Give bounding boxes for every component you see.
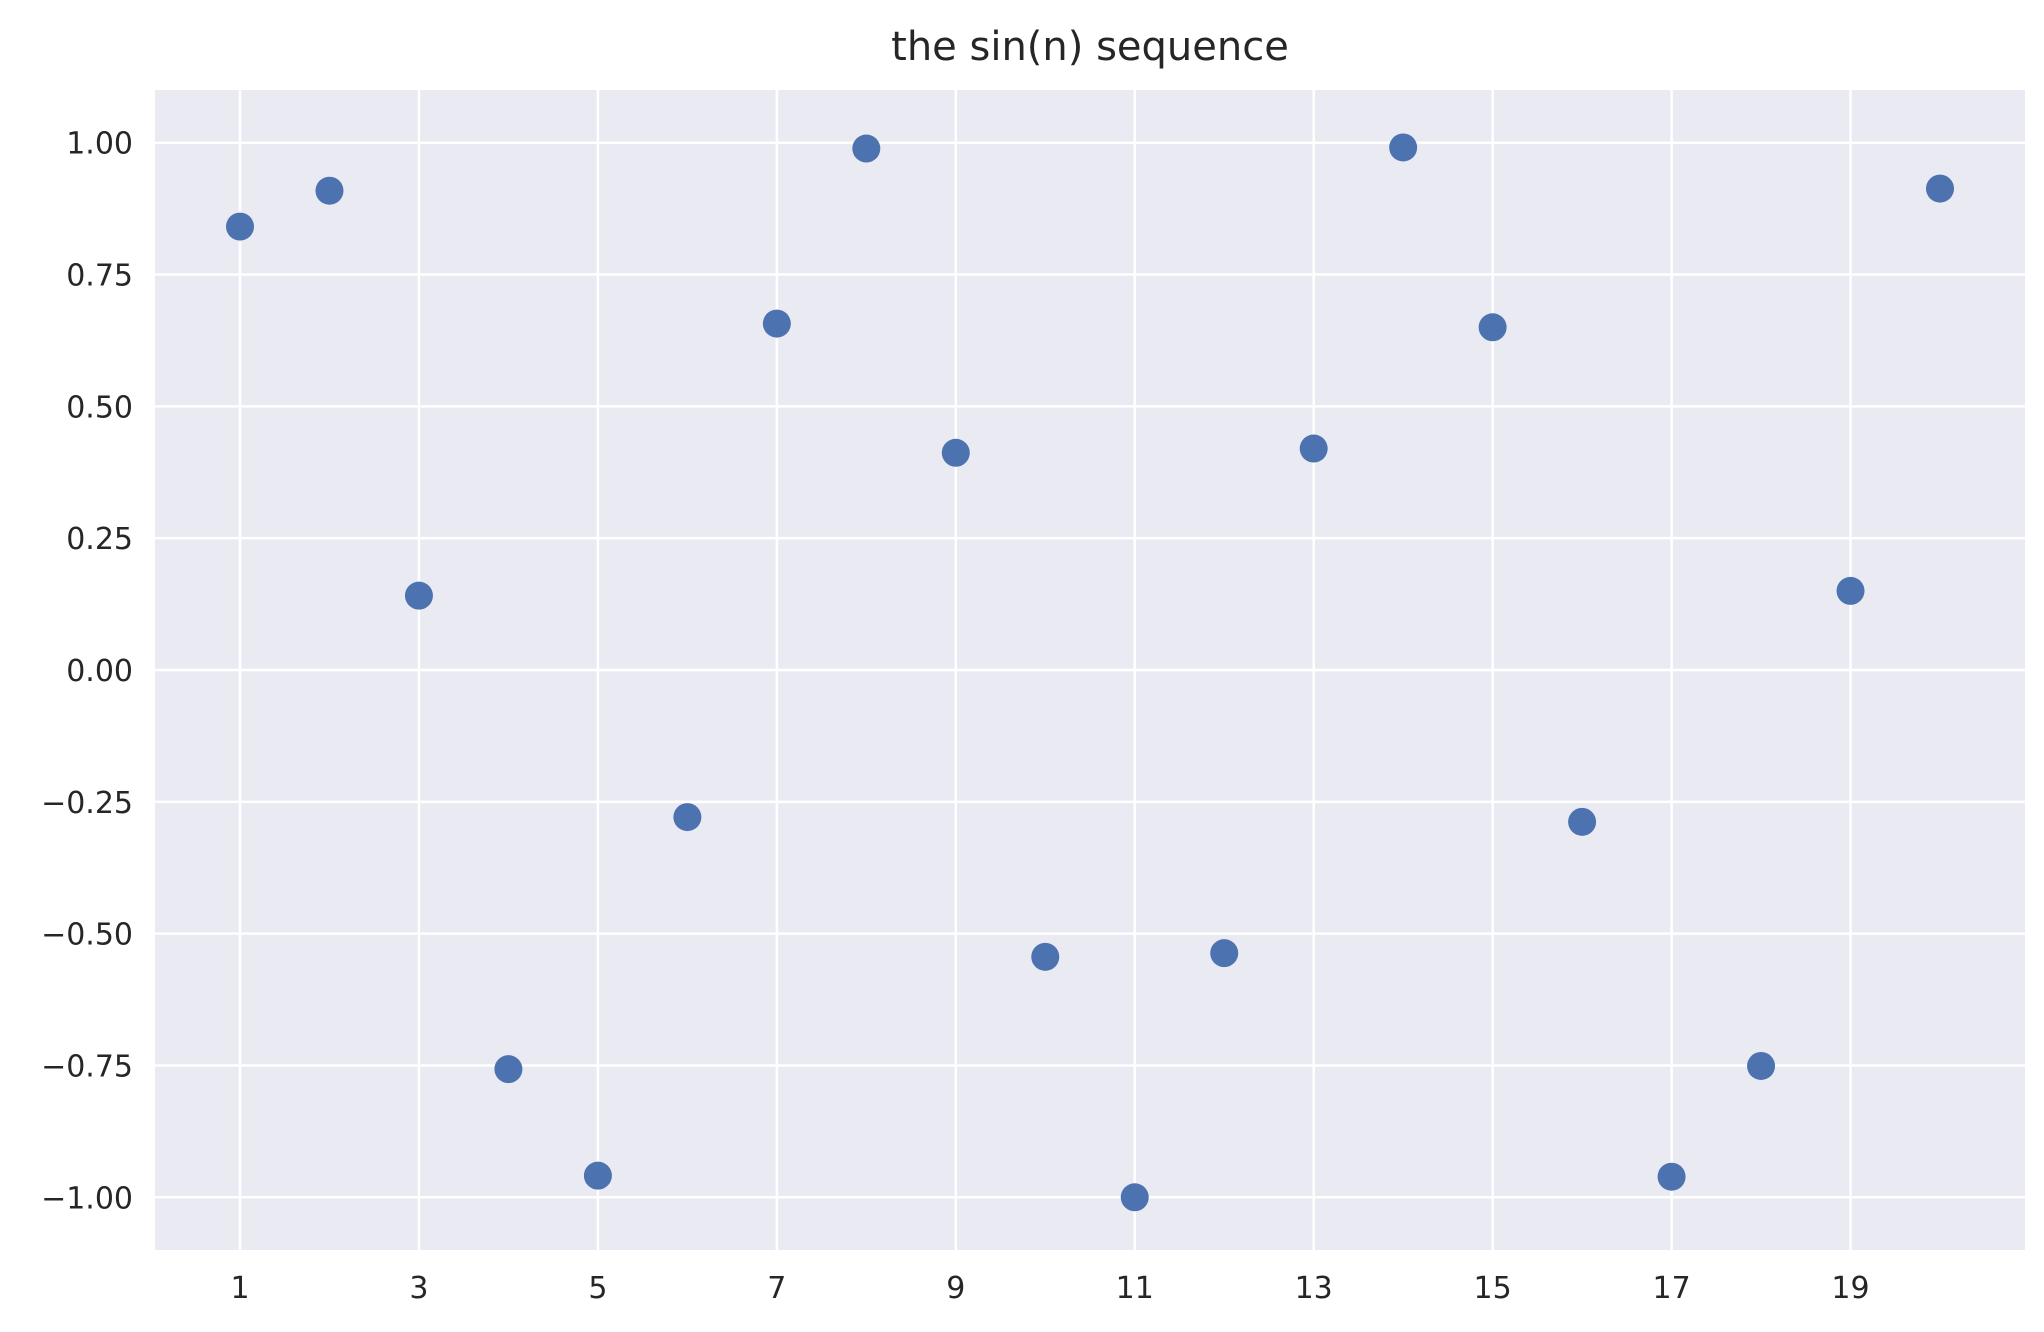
- chart-title: the sin(n) sequence: [891, 24, 1289, 70]
- x-tick-label: 11: [1116, 1271, 1154, 1306]
- x-axis-ticks: 1 3 5 7 9 11 13 15 17 19: [230, 1271, 1869, 1306]
- y-tick-label: −1.00: [41, 1181, 133, 1216]
- y-tick-label: −0.50: [41, 918, 133, 953]
- x-tick-label: 1: [230, 1271, 249, 1306]
- y-axis-ticks: 1.00 0.75 0.50 0.25 0.00 −0.25 −0.50 −0.75 −1.00: [41, 127, 133, 1217]
- data-point: [404, 581, 433, 610]
- y-tick-label: 1.00: [66, 127, 133, 162]
- data-point: [315, 176, 344, 205]
- data-point: [583, 1161, 612, 1190]
- x-tick-label: 15: [1474, 1271, 1512, 1306]
- data-point: [226, 212, 254, 241]
- data-point: [1389, 133, 1418, 162]
- y-tick-label: −0.25: [41, 786, 133, 821]
- data-point: [494, 1055, 523, 1084]
- data-point: [1120, 1183, 1149, 1212]
- x-tick-label: 17: [1652, 1271, 1690, 1306]
- x-tick-label: 7: [767, 1271, 786, 1306]
- y-tick-label: 0.50: [66, 390, 133, 425]
- data-point: [762, 309, 791, 338]
- x-tick-label: 5: [588, 1271, 607, 1306]
- data-point: [1210, 939, 1239, 968]
- data-point: [1478, 313, 1507, 342]
- x-tick-label: 9: [946, 1271, 965, 1306]
- data-points: [226, 133, 1954, 1212]
- x-tick-label: 19: [1831, 1271, 1869, 1306]
- y-tick-label: 0.75: [66, 259, 133, 294]
- data-point: [1031, 942, 1060, 971]
- data-point: [1926, 174, 1954, 203]
- x-tick-label: 13: [1295, 1271, 1333, 1306]
- x-tick-label: 3: [409, 1271, 428, 1306]
- y-tick-label: 0.00: [66, 654, 133, 689]
- data-point: [1568, 807, 1597, 836]
- y-tick-label: 0.25: [66, 522, 133, 557]
- data-point: [941, 438, 970, 467]
- data-point: [1299, 434, 1328, 463]
- data-point: [1747, 1051, 1776, 1080]
- data-point: [673, 803, 702, 832]
- data-point: [1657, 1162, 1686, 1191]
- grid: [155, 90, 2025, 1250]
- data-point: [1836, 576, 1865, 605]
- y-tick-label: −0.75: [41, 1049, 133, 1084]
- data-point: [852, 134, 881, 163]
